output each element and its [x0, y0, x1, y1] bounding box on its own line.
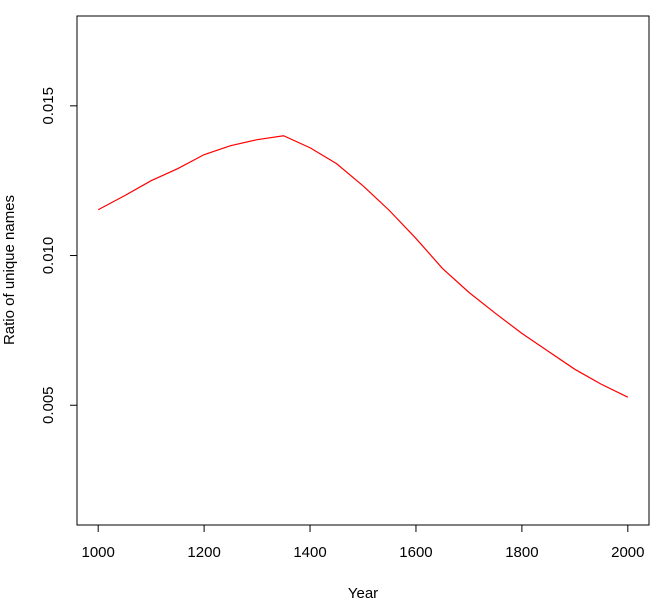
x-tick-label: 1800	[505, 544, 538, 561]
y-tick-label: 0.005	[40, 386, 57, 424]
x-tick-label: 1200	[187, 544, 220, 561]
x-tick-label: 1000	[81, 544, 114, 561]
y-axis-title: Ratio of unique names	[1, 195, 18, 345]
x-axis-title: Year	[348, 585, 378, 602]
x-tick-label: 1600	[399, 544, 432, 561]
x-tick-label: 1400	[293, 544, 326, 561]
data-line	[97, 135, 629, 398]
y-tick-label: 0.015	[40, 87, 57, 125]
x-tick-label: 2000	[611, 544, 644, 561]
y-tick-label: 0.010	[40, 237, 57, 275]
plot-frame	[76, 15, 650, 526]
